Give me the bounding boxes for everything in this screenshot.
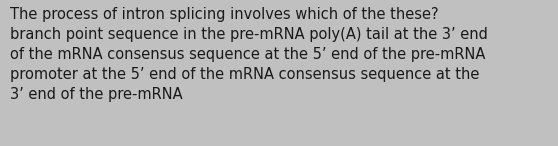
Text: The process of intron splicing involves which of the these?
branch point sequenc: The process of intron splicing involves … <box>10 7 488 101</box>
